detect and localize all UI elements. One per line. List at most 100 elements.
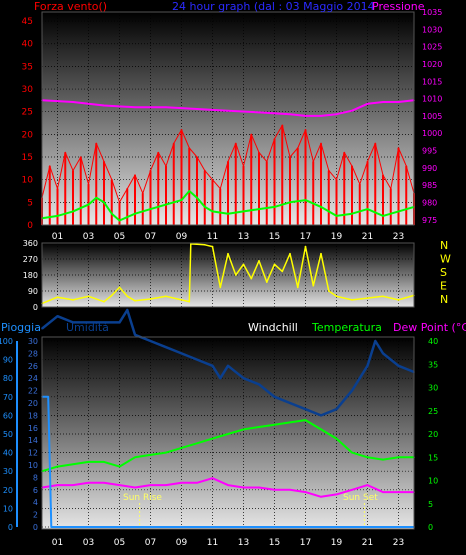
wind-gust-point xyxy=(134,174,136,176)
wind-direction-point xyxy=(188,300,191,303)
wind-average-point xyxy=(134,212,136,215)
pressure-tick-label: 995 xyxy=(422,147,437,156)
temperature-tick-label: 20 xyxy=(428,430,438,439)
dewpoint-point xyxy=(258,486,260,489)
temperature-tick-label: 30 xyxy=(428,384,438,393)
wind-gust-point xyxy=(390,187,392,190)
wind-direction-point xyxy=(312,284,315,287)
humidity-tick-label: 30 xyxy=(28,337,38,346)
x-tick-label: 15 xyxy=(269,538,280,548)
rain-point xyxy=(47,396,49,398)
rain-tick-label: 60 xyxy=(3,411,13,420)
wind-direction-point xyxy=(328,290,330,292)
dewpoint-point xyxy=(196,482,198,484)
temperature-point xyxy=(165,451,167,454)
pressure-point xyxy=(72,101,74,103)
wind-gust-point xyxy=(382,174,384,176)
dewpoint-point xyxy=(227,484,229,486)
humidity-tick-label: 6 xyxy=(33,486,38,495)
wind-gust-point xyxy=(56,187,59,190)
temperature-tick-label: 10 xyxy=(428,477,438,486)
wind-gust-point xyxy=(157,151,160,154)
temperature-point xyxy=(134,456,136,459)
humidity-point xyxy=(41,327,43,330)
wind-gust-point xyxy=(374,142,377,145)
wind-direction-point xyxy=(56,296,59,299)
wind-direction-point xyxy=(87,295,90,298)
wind-gust-point xyxy=(266,160,268,163)
dewpoint-point xyxy=(304,491,307,493)
wind-gust-point xyxy=(227,160,229,163)
wind-gust-point xyxy=(320,142,322,145)
dewpoint-point xyxy=(273,489,276,491)
compass-label: E xyxy=(440,280,447,293)
wind-gust-point xyxy=(173,142,175,145)
temperature-tick-label: 40 xyxy=(428,337,438,346)
wind-direction-point xyxy=(211,245,214,248)
temperature-point xyxy=(397,456,400,459)
rain-tick-label: 90 xyxy=(3,356,13,365)
wind-average-point xyxy=(320,206,322,208)
rain-point xyxy=(56,526,59,528)
direction-tick-label: 90 xyxy=(28,287,38,296)
pressure-tick-label: 1030 xyxy=(422,25,442,34)
direction-tick-label: 0 xyxy=(33,303,38,312)
wind-average-point xyxy=(196,197,198,199)
wind-gust-point xyxy=(64,151,67,154)
wind-average-point xyxy=(180,199,183,201)
compass-label: N xyxy=(440,293,448,306)
humidity-point xyxy=(351,389,353,392)
direction-tick-label: 360 xyxy=(23,239,38,248)
temperature-tick-label: 35 xyxy=(428,360,438,369)
humidity-point xyxy=(118,321,121,324)
wind-gust-point xyxy=(397,147,400,149)
wind-average-point xyxy=(72,210,74,213)
rain-point xyxy=(50,526,53,528)
wind-tick-label: 0 xyxy=(27,221,33,231)
x-tick-label: 19 xyxy=(331,538,343,548)
pressure-point xyxy=(366,103,369,105)
wind-gust-point xyxy=(335,178,338,181)
wind-average-point xyxy=(56,215,59,217)
temperature-label: Temperatura xyxy=(311,321,382,334)
dewpoint-label: Dew Point (°C) xyxy=(393,321,466,334)
dewpoint-point xyxy=(165,484,167,486)
wind-gust-point xyxy=(188,147,191,149)
wind-direction-point xyxy=(366,297,369,299)
wind-gust-point xyxy=(80,156,82,158)
humidity-line xyxy=(41,308,415,417)
x-tick-label: 15 xyxy=(269,232,280,242)
dewpoint-point xyxy=(242,486,245,489)
wind-gust-point xyxy=(235,142,237,145)
x-tick-label: 13 xyxy=(238,538,249,548)
wind-gust-point xyxy=(242,165,245,167)
wind-gust-point xyxy=(304,129,307,131)
dewpoint-point xyxy=(180,482,183,484)
wind-direction-point xyxy=(126,295,129,298)
humidity-tick-label: 4 xyxy=(33,498,38,507)
temperature-point xyxy=(227,433,229,435)
temperature-point xyxy=(211,437,214,440)
wind-direction-point xyxy=(250,277,253,280)
temperature-point xyxy=(335,437,338,440)
x-tick-label: 23 xyxy=(393,538,404,548)
pressure-point xyxy=(165,106,167,108)
temperature-point xyxy=(87,461,90,463)
wind-direction-point xyxy=(382,295,384,298)
wind-direction-point xyxy=(242,263,245,266)
humidity-point xyxy=(72,321,74,324)
temperature-point xyxy=(289,421,291,424)
temperature-tick-label: 25 xyxy=(428,407,438,416)
wind-gust-point xyxy=(165,165,167,167)
wind-direction-point xyxy=(72,299,74,301)
rain-tick-label: 30 xyxy=(3,467,13,476)
humidity-point xyxy=(374,340,377,342)
x-tick-label: 07 xyxy=(145,538,156,548)
humidity-tick-label: 28 xyxy=(28,349,38,358)
wind-gust-point xyxy=(49,165,51,167)
windchill-label: Windchill xyxy=(248,321,298,334)
humidity-tick-label: 26 xyxy=(28,362,38,371)
temperature-tick-label: 0 xyxy=(428,523,433,532)
wind-direction-point xyxy=(273,263,276,266)
pressure-point xyxy=(351,109,353,112)
